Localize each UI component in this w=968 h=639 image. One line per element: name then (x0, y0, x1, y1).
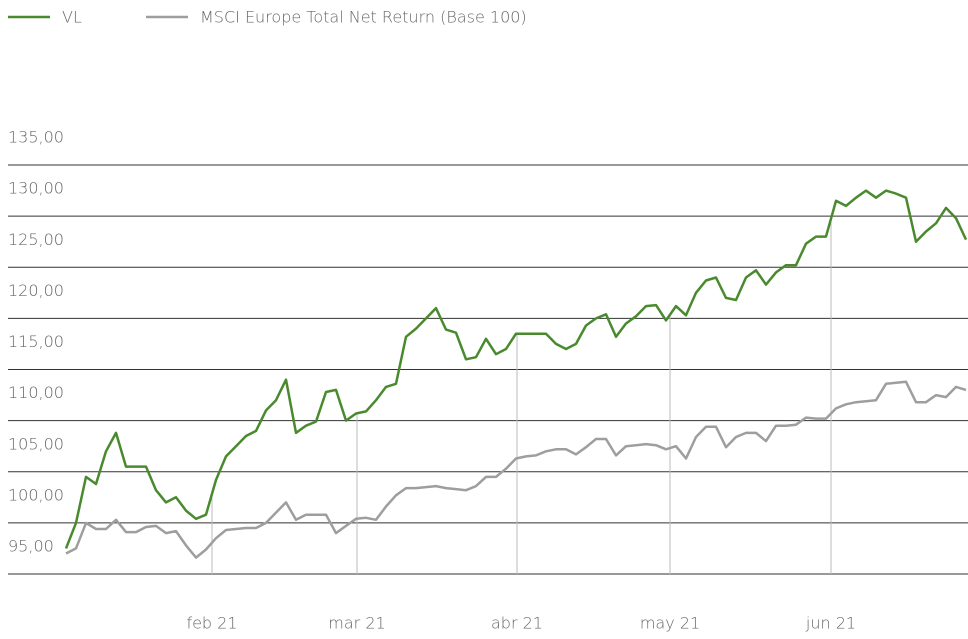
x-tick-label: mar 21 (328, 614, 385, 633)
y-tick-label: 100,00 (8, 485, 64, 504)
y-tick-label: 110,00 (8, 383, 64, 402)
x-tick-label: abr 21 (491, 614, 543, 633)
series-line (65, 380, 967, 559)
y-tick-label: 115,00 (8, 332, 64, 351)
x-tick-label: jun 21 (805, 614, 856, 633)
x-tick-label: may 21 (640, 614, 700, 633)
y-tick-label: 125,00 (8, 230, 64, 249)
legend-label: VL (62, 8, 82, 27)
y-tick-label: 105,00 (8, 434, 64, 453)
legend-label: MSCI Europe Total Net Return (Base 100) (200, 8, 527, 27)
series-line (64, 189, 968, 549)
y-tick-label: 130,00 (8, 179, 64, 198)
y-tick-label: 95,00 (8, 537, 54, 556)
y-tick-label: 135,00 (8, 128, 64, 147)
x-tick-label: feb 21 (186, 614, 237, 633)
y-tick-label: 120,00 (8, 281, 64, 300)
